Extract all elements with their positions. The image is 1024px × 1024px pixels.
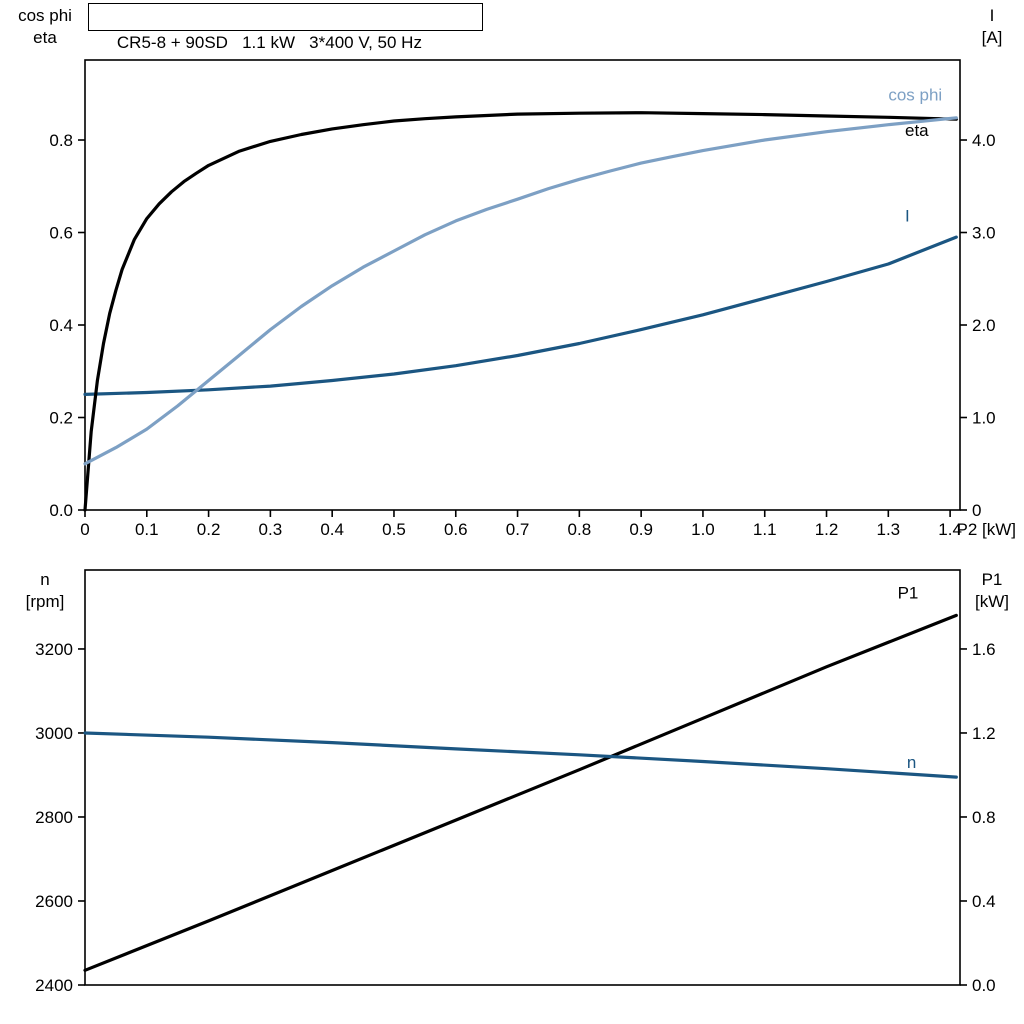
x-axis-tick-label: 1.4 <box>938 520 962 539</box>
curve-n <box>83 731 958 779</box>
left-axis-header: [rpm] <box>26 592 65 611</box>
curve-P1 <box>83 613 958 972</box>
left-axis-tick-label: 0.0 <box>49 501 73 520</box>
left-axis-header: eta <box>33 28 57 47</box>
right-axis-tick-label: 3.0 <box>972 224 996 243</box>
right-axis-header: P1 <box>982 570 1003 589</box>
right-axis-header: [kW] <box>975 592 1009 611</box>
curve-cos-phi <box>83 116 958 466</box>
curve-eta <box>83 111 958 512</box>
right-axis-tick-label: 0.4 <box>972 892 996 911</box>
left-axis-header: n <box>40 570 49 589</box>
x-axis-tick-label: 0.1 <box>135 520 159 539</box>
plot-frame <box>84 59 961 511</box>
right-axis-tick-label: 1.6 <box>972 640 996 659</box>
curve-label-I: I <box>905 206 910 225</box>
right-axis-tick-label: 0.8 <box>972 808 996 827</box>
x-axis-tick-label: 0 <box>80 520 89 539</box>
curve-label-P1: P1 <box>898 584 919 603</box>
x-axis-tick-label: 0.7 <box>506 520 530 539</box>
right-axis-tick-label: 2.0 <box>972 316 996 335</box>
left-axis-tick-label: 2400 <box>35 976 73 995</box>
right-axis-tick-label: 4.0 <box>972 131 996 150</box>
x-axis-tick-label: 0.3 <box>259 520 283 539</box>
curve-label-eta: eta <box>905 121 929 140</box>
x-axis-tick-label: 0.4 <box>320 520 344 539</box>
x-axis-unit-label: P2 [kW] <box>956 520 1016 539</box>
curve-I <box>83 235 958 396</box>
left-axis-tick-label: 3000 <box>35 724 73 743</box>
left-axis-tick-label: 0.2 <box>49 409 73 428</box>
chart-title-box: CR5-8 + 90SD 1.1 kW 3*400 V, 50 Hz <box>88 3 483 52</box>
x-axis-tick-label: 1.1 <box>753 520 777 539</box>
right-axis-tick-label: 0.0 <box>972 976 996 995</box>
x-axis-tick-label: 1.0 <box>691 520 715 539</box>
x-axis-tick-label: 1.2 <box>815 520 839 539</box>
x-axis-tick-label: 0.5 <box>382 520 406 539</box>
left-axis-tick-label: 3200 <box>35 640 73 659</box>
curve-label-cos-phi: cos phi <box>888 86 942 105</box>
left-axis-tick-label: 0.6 <box>49 224 73 243</box>
x-axis-tick-label: 0.2 <box>197 520 221 539</box>
x-axis-tick-label: 0.8 <box>568 520 592 539</box>
left-axis-tick-label: 0.8 <box>49 131 73 150</box>
chart-title: CR5-8 + 90SD 1.1 kW 3*400 V, 50 Hz <box>116 33 422 52</box>
left-axis-tick-label: 0.4 <box>49 316 73 335</box>
x-axis-tick-label: 1.3 <box>876 520 900 539</box>
right-axis-tick-label: 0 <box>972 501 981 520</box>
right-axis-tick-label: 1.2 <box>972 724 996 743</box>
right-axis-header: [A] <box>982 28 1003 47</box>
plot-frame <box>84 569 961 986</box>
x-axis-tick-label: 0.6 <box>444 520 468 539</box>
x-axis-tick-label: 0.9 <box>629 520 653 539</box>
curve-label-n: n <box>907 753 916 772</box>
left-axis-tick-label: 2600 <box>35 892 73 911</box>
left-axis-tick-label: 2800 <box>35 808 73 827</box>
left-axis-header: cos phi <box>18 6 72 25</box>
right-axis-header: I <box>990 6 995 25</box>
right-axis-tick-label: 1.0 <box>972 409 996 428</box>
